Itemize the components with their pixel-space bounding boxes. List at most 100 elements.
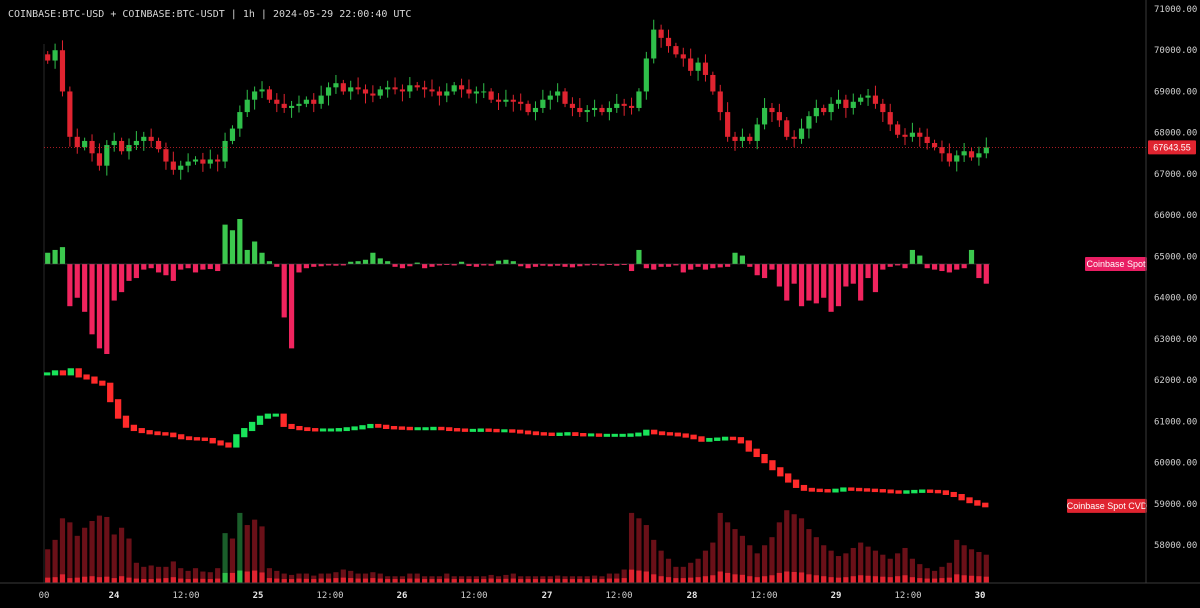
cvd-segment — [438, 426, 445, 431]
volume-bar-inner — [747, 576, 753, 583]
delta-bar — [288, 264, 295, 349]
cvd-segment — [903, 490, 910, 494]
volume-bar-inner — [614, 578, 620, 583]
volume-bar — [688, 562, 694, 583]
cvd-segment — [185, 436, 193, 441]
candle-body — [296, 103, 302, 106]
price-tick-label: 63000.00 — [1154, 335, 1197, 345]
candle-body — [422, 87, 428, 90]
volume-bar-inner — [266, 578, 273, 583]
time-axis[interactable]: 00 24 12:00 25 12:00 26 12:00 27 12:00 28 12:00 29 1… — [0, 582, 1200, 601]
delta-bar — [592, 264, 598, 266]
delta-label: Coinbase Spot — [1086, 259, 1146, 269]
volume-bar-inner — [688, 577, 694, 583]
volume-bar-inner — [119, 576, 125, 583]
volume-bar — [887, 558, 893, 583]
volume-bar-inner — [281, 579, 287, 583]
delta-bar — [725, 264, 731, 267]
cvd-segment — [816, 488, 823, 493]
cvd-segment — [178, 434, 185, 440]
delta-bar — [717, 264, 723, 268]
cvd-segment — [871, 488, 879, 493]
cvd-segment — [958, 494, 965, 501]
cvd-segment — [911, 489, 918, 494]
candle-body — [968, 151, 975, 158]
delta-layer: Coinbase Spot — [44, 219, 1147, 354]
cvd-segment — [595, 433, 603, 437]
volume-bar-inner — [628, 569, 635, 583]
volume-bar — [931, 570, 938, 583]
cvd-segment — [146, 430, 153, 435]
candle-body — [732, 136, 738, 141]
delta-bar — [229, 230, 236, 264]
cvd-segment — [548, 432, 555, 437]
volume-bar-inner — [761, 576, 768, 583]
cvd-segment — [706, 437, 713, 442]
volume-bar-inner — [259, 572, 265, 583]
candle-body — [599, 107, 605, 113]
volume-bar — [828, 550, 834, 583]
candle-body — [266, 89, 273, 100]
cvd-segment — [848, 487, 855, 491]
candle-body — [414, 85, 420, 88]
time-tick-label: 25 — [253, 591, 264, 601]
candle-body — [961, 151, 967, 156]
volume-bar-inner — [739, 574, 746, 583]
volume-bar — [946, 562, 952, 583]
delta-bar — [865, 264, 871, 279]
delta-bar — [126, 264, 132, 281]
volume-bar — [303, 573, 309, 583]
volume-bar-inner — [82, 576, 88, 583]
volume-bar-inner — [466, 579, 472, 583]
delta-bar — [377, 258, 383, 264]
cvd-segment — [51, 370, 59, 376]
volume-bar-inner — [532, 579, 539, 583]
candle-body — [636, 91, 642, 108]
delta-bar — [961, 264, 967, 269]
cvd-segment — [737, 437, 745, 444]
volume-bar — [717, 512, 723, 583]
volume-bar — [407, 573, 413, 583]
delta-bar — [444, 264, 450, 265]
price-tick-label: 67000.00 — [1154, 170, 1197, 180]
delta-bar — [850, 264, 856, 284]
cvd-segment — [666, 432, 674, 436]
candle-body — [569, 103, 576, 108]
price-axis[interactable]: 71000.00 70000.00 69000.00 68000.00 67000.00… — [1145, 0, 1197, 583]
volume-bar-inner — [658, 576, 664, 583]
delta-bar — [547, 264, 553, 267]
cvd-segment — [934, 489, 942, 494]
volume-bar — [192, 568, 199, 583]
volume-bar — [813, 537, 819, 583]
cvd-segment — [611, 433, 618, 437]
cvd-segment — [351, 426, 358, 431]
candle-body — [466, 89, 472, 94]
delta-bar — [739, 255, 746, 264]
volume-bar-inner — [702, 576, 709, 583]
volume-layer — [45, 510, 989, 583]
volume-bar-inner — [325, 578, 332, 583]
cvd-segment — [162, 432, 169, 436]
cvd-segment — [729, 436, 737, 441]
candle-body — [850, 101, 856, 108]
delta-bar — [510, 261, 516, 264]
delta-bar — [274, 264, 280, 267]
cvd-segment — [800, 484, 808, 491]
candle-body — [717, 91, 723, 113]
candle-body — [126, 145, 132, 152]
candle-body — [754, 124, 760, 141]
price-tick-label: 69000.00 — [1154, 87, 1197, 97]
candle-body — [385, 87, 391, 90]
volume-bar — [281, 573, 287, 583]
delta-bar — [281, 264, 287, 318]
volume-bar — [74, 535, 80, 583]
time-tick-label: 12:00 — [460, 591, 487, 601]
candle-body — [503, 99, 509, 102]
volume-bar — [621, 569, 627, 583]
volume-bar-inner — [924, 578, 930, 583]
delta-bar — [835, 264, 842, 307]
delta-bar — [887, 264, 893, 267]
volume-bar-inner — [126, 577, 132, 583]
delta-bar — [828, 264, 834, 312]
